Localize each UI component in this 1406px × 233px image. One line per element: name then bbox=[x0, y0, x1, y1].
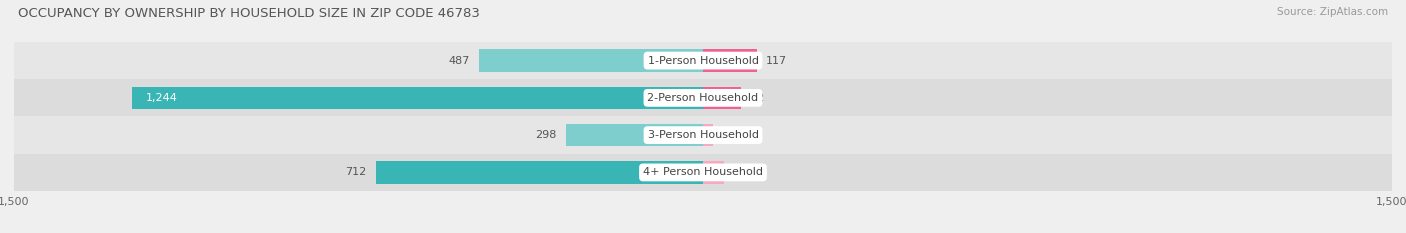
Bar bbox=[703, 161, 724, 184]
Bar bbox=[703, 124, 713, 146]
Text: OCCUPANCY BY OWNERSHIP BY HOUSEHOLD SIZE IN ZIP CODE 46783: OCCUPANCY BY OWNERSHIP BY HOUSEHOLD SIZE… bbox=[18, 7, 481, 20]
Text: 82: 82 bbox=[749, 93, 763, 103]
Bar bbox=[479, 49, 703, 72]
Bar bbox=[14, 154, 1392, 191]
Text: 1-Person Household: 1-Person Household bbox=[648, 56, 758, 65]
Text: 712: 712 bbox=[346, 168, 367, 177]
Bar bbox=[567, 124, 703, 146]
Text: 4+ Person Household: 4+ Person Household bbox=[643, 168, 763, 177]
Bar bbox=[14, 116, 1392, 154]
Text: 1,244: 1,244 bbox=[145, 93, 177, 103]
Text: 3-Person Household: 3-Person Household bbox=[648, 130, 758, 140]
Text: 487: 487 bbox=[449, 56, 470, 65]
Bar bbox=[14, 79, 1392, 116]
Text: 21: 21 bbox=[721, 130, 735, 140]
Text: 117: 117 bbox=[766, 56, 787, 65]
Bar bbox=[703, 49, 756, 72]
Bar bbox=[375, 161, 703, 184]
Bar bbox=[132, 87, 703, 109]
Bar bbox=[14, 42, 1392, 79]
Text: 298: 298 bbox=[536, 130, 557, 140]
Text: 2-Person Household: 2-Person Household bbox=[647, 93, 759, 103]
Bar bbox=[703, 87, 741, 109]
Text: 45: 45 bbox=[733, 168, 747, 177]
Text: Source: ZipAtlas.com: Source: ZipAtlas.com bbox=[1277, 7, 1388, 17]
